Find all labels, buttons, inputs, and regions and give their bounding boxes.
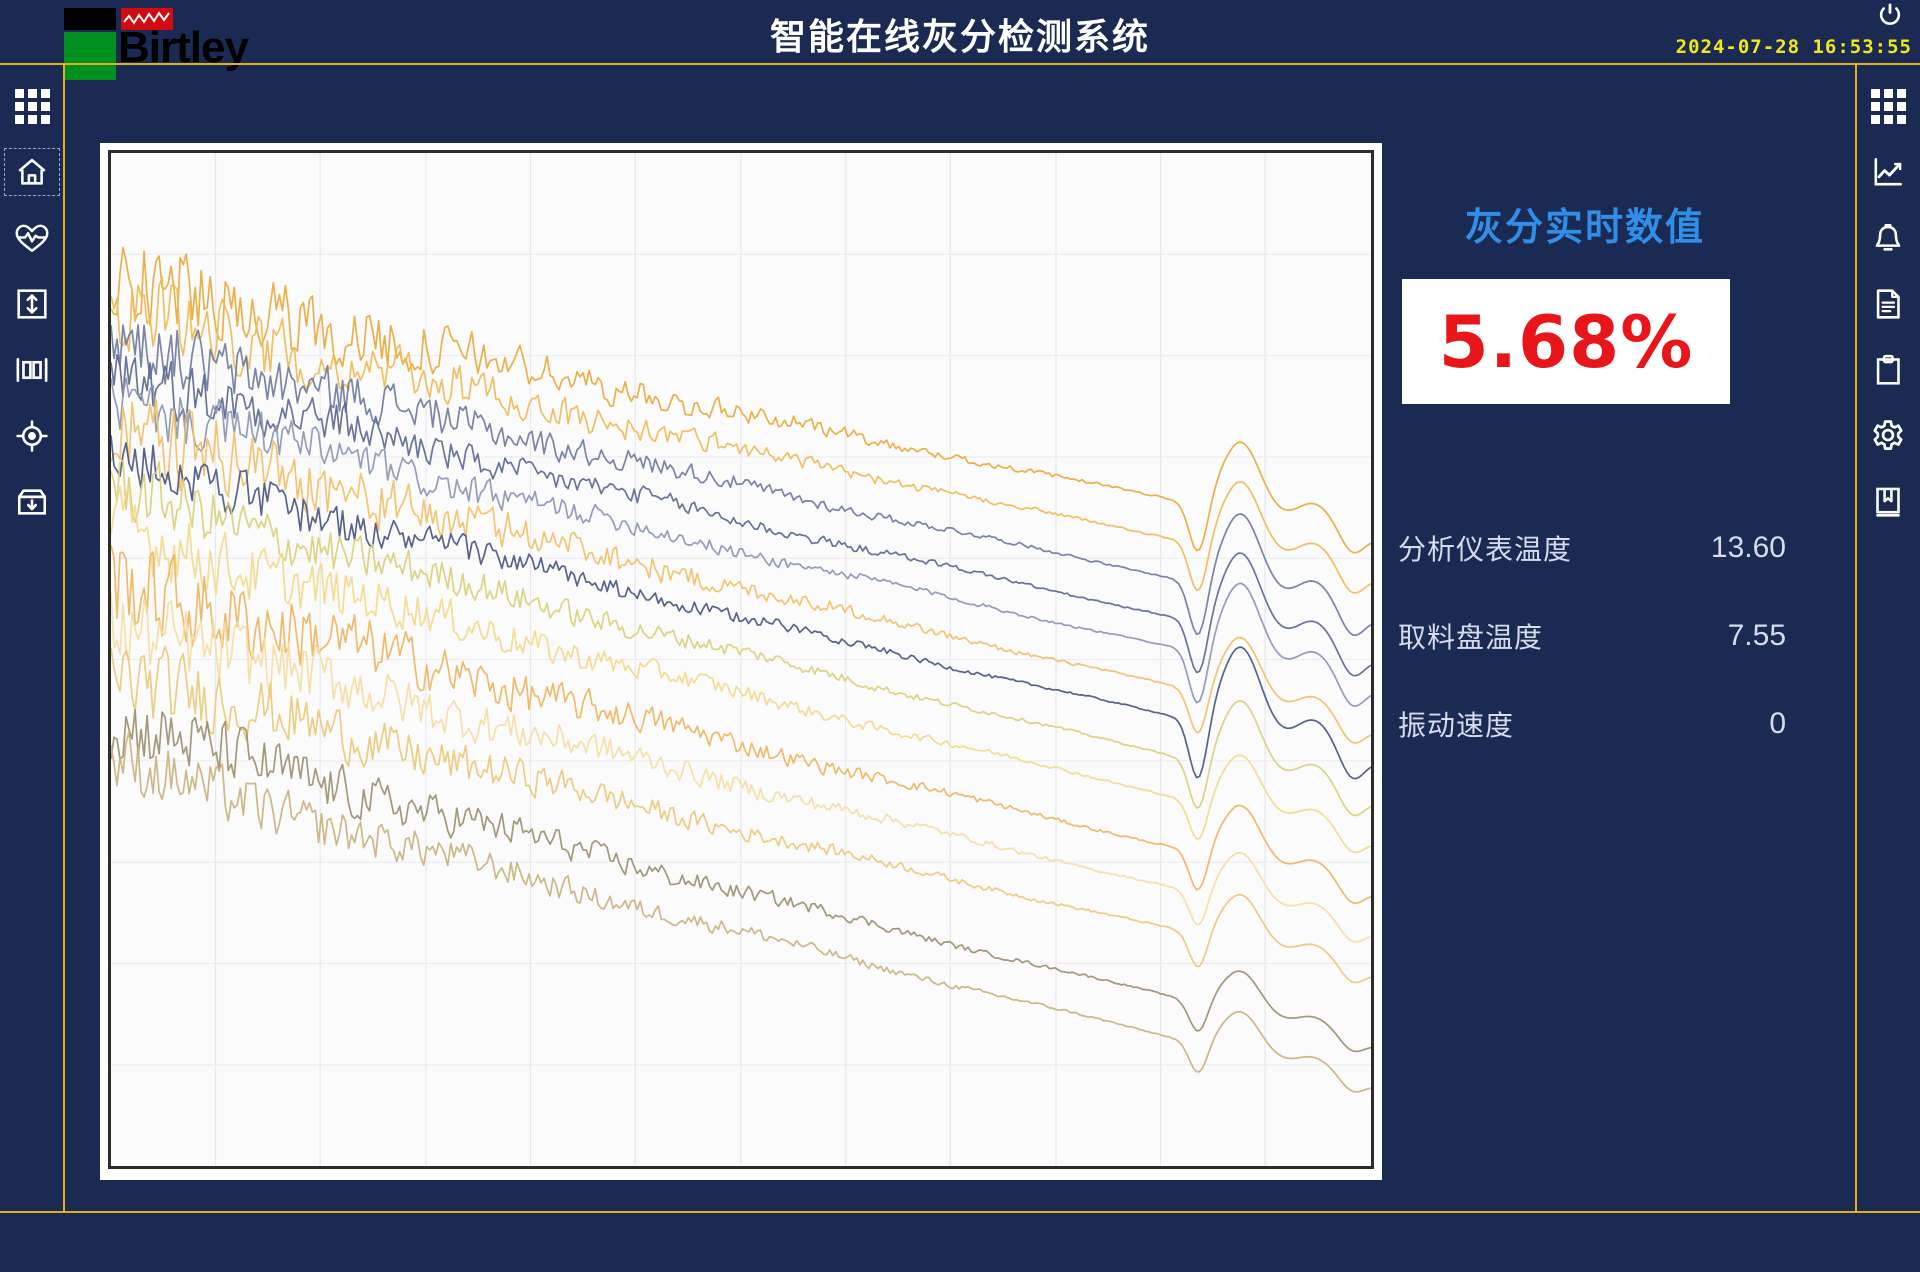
- metric-value: 0: [1769, 707, 1786, 740]
- sidebar-item-export[interactable]: [6, 480, 58, 524]
- gear-icon: [1873, 420, 1903, 450]
- right-sidebar: [1856, 64, 1920, 1212]
- spectrum-trace: [111, 353, 1371, 677]
- metric-row: 分析仪表温度 13.60: [1398, 526, 1786, 570]
- line-chart-icon: [1874, 157, 1903, 186]
- metric-label: 取料盘温度: [1398, 621, 1544, 654]
- spectrum-trace: [111, 275, 1371, 594]
- top-header-bar: Birtley 智能在线灰分检测系统 2024-07-28 16:53:55: [0, 0, 1920, 80]
- ash-value-display-box: 5.68%: [1402, 279, 1730, 404]
- spectrum-trace: [111, 435, 1371, 780]
- grid-menu-icon: [1870, 88, 1906, 124]
- logo-wordmark: Birtley: [118, 23, 249, 72]
- sidebar-item-monitor[interactable]: [6, 216, 58, 260]
- equalizer-icon: [16, 358, 48, 382]
- sidebar-item-manual[interactable]: [1862, 480, 1914, 524]
- sidebar-item-spectrum[interactable]: [6, 348, 58, 392]
- spectrum-trace: [111, 730, 1371, 1093]
- sidebar-item-calibrate[interactable]: [6, 282, 58, 326]
- grid-menu-icon: [14, 88, 50, 124]
- bell-icon: [1875, 223, 1901, 251]
- sidebar-item-settings[interactable]: [1862, 414, 1914, 458]
- spectrum-chart-plot-area[interactable]: [108, 150, 1374, 1169]
- sidebar-item-report[interactable]: [1862, 282, 1914, 326]
- sidebar-item-alarm[interactable]: [1862, 216, 1914, 260]
- clipboard-icon: [1876, 354, 1900, 385]
- brand-logo: Birtley: [18, 4, 249, 80]
- spectrum-trace: [111, 709, 1371, 1053]
- ash-value-title: 灰分实时数值: [1464, 205, 1705, 249]
- spectrum-chart-panel[interactable]: [100, 143, 1382, 1180]
- logo-zigzag-icon: [123, 11, 170, 25]
- spectrum-trace: [111, 398, 1371, 744]
- power-button[interactable]: [1876, 2, 1904, 30]
- metric-value: 7.55: [1727, 619, 1786, 652]
- metric-row: 振动速度 0: [1398, 702, 1786, 746]
- datetime-display: 2024-07-28 16:53:55: [1675, 36, 1912, 58]
- right-sidebar-divider-line: [1855, 64, 1857, 1212]
- vertical-arrows-icon: [17, 289, 47, 319]
- spectrum-trace: [111, 377, 1371, 707]
- home-icon: [18, 158, 46, 185]
- spectrum-trace: [111, 246, 1371, 554]
- sidebar-item-target[interactable]: [6, 414, 58, 458]
- target-icon: [16, 420, 48, 452]
- logo-red-block: [121, 8, 173, 30]
- footer-divider-line: [0, 1211, 1920, 1213]
- spectrum-trace: [111, 459, 1371, 817]
- logo-black-block: [64, 8, 116, 30]
- spectrum-trace: [111, 486, 1371, 854]
- logo-green-block: [64, 32, 116, 80]
- power-icon: [1879, 3, 1901, 25]
- left-sidebar: [0, 64, 64, 1212]
- spectrum-trace: [111, 544, 1371, 905]
- left-sidebar-divider-line: [63, 64, 65, 1212]
- metric-label: 分析仪表温度: [1398, 533, 1573, 566]
- page-title: 智能在线灰分检测系统: [769, 17, 1150, 58]
- sidebar-item-records[interactable]: [1862, 348, 1914, 392]
- heartbeat-icon: [15, 224, 49, 252]
- sidebar-item-menu[interactable]: [6, 84, 58, 128]
- ash-value-text: 5.68%: [1438, 299, 1694, 384]
- book-icon: [1876, 487, 1900, 517]
- sidebar-item-apps[interactable]: [1862, 84, 1914, 128]
- document-icon: [1876, 289, 1900, 319]
- metric-label: 振动速度: [1398, 709, 1515, 742]
- metric-value: 13.60: [1710, 531, 1786, 564]
- sidebar-item-trend[interactable]: [1862, 150, 1914, 194]
- header-divider-line: [0, 63, 1920, 65]
- archive-download-icon: [17, 489, 47, 515]
- spectrum-trace: [111, 645, 1371, 984]
- spectrum-trace: [111, 592, 1371, 943]
- metric-row: 取料盘温度 7.55: [1398, 614, 1786, 658]
- spectrum-chart-svg: [111, 153, 1371, 1166]
- spectrum-trace: [111, 324, 1371, 637]
- sidebar-item-home[interactable]: [4, 148, 60, 196]
